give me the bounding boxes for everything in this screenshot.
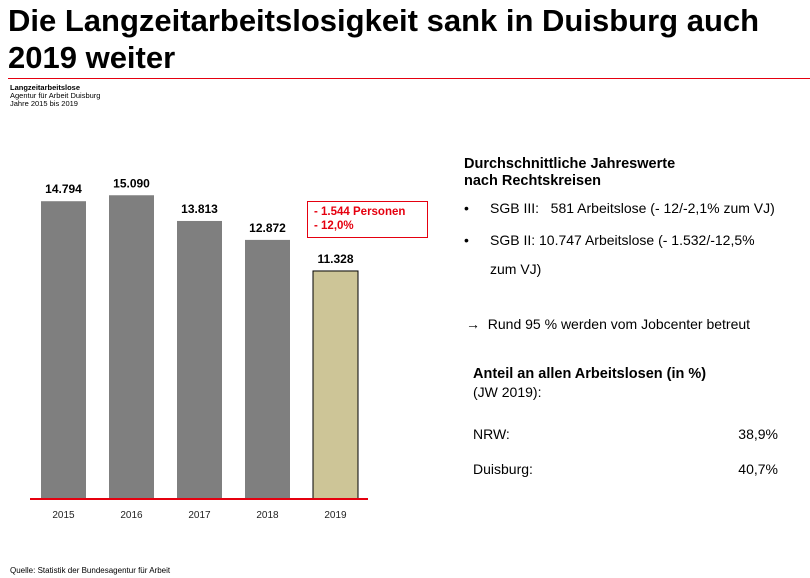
- bar-value-label-2019: 11.328: [317, 252, 353, 266]
- x-tick-label-2016: 2016: [120, 510, 143, 521]
- bullet-icon: •: [464, 200, 469, 216]
- share-subheading: (JW 2019):: [473, 384, 542, 400]
- bar-value-label-2017: 13.813: [181, 202, 218, 216]
- jobcenter-note: → Rund 95 % werden vom Jobcenter betreut: [466, 316, 751, 332]
- bar-value-label-2015: 14.794: [45, 182, 82, 196]
- bar-2018: [245, 239, 290, 499]
- bullet-sgb3-text: SGB III: 581 Arbeitslose (- 12/-2,1% zum…: [490, 200, 775, 216]
- change-percent: - 12,0%: [314, 220, 354, 232]
- x-tick-label-2015: 2015: [52, 510, 75, 521]
- change-callout: - 1.544 Personen - 12,0%: [307, 201, 428, 238]
- meta-period: Jahre 2015 bis 2019: [10, 99, 78, 108]
- change-persons: - 1.544 Personen: [314, 206, 406, 218]
- page-title: Die Langzeitarbeitslosigkeit sank in Dui…: [8, 3, 760, 75]
- bar-2019: [312, 270, 359, 500]
- chart-meta: Langzeitarbeitslose Agentur für Arbeit D…: [10, 84, 100, 108]
- share-heading: Anteil an allen Arbeitslosen (in %): [473, 366, 707, 382]
- bullet-sgb3: • SGB III: 581 Arbeitslose (- 12/-2,1% z…: [464, 200, 775, 217]
- bullet-sgb2: • SGB II: 10.747 Arbeitslose (- 1.532/-1…: [464, 232, 755, 249]
- share-row-value-duisburg: 40,7%: [738, 461, 778, 477]
- bullet-sgb2-text: SGB II: 10.747 Arbeitslose (- 1.532/-12,…: [490, 232, 755, 248]
- share-row-value-nrw: 38,9%: [738, 426, 778, 442]
- bullet-icon: •: [464, 232, 469, 248]
- share-row-label-duisburg: Duisburg:: [473, 461, 533, 477]
- bar-2015: [41, 201, 86, 499]
- meta-subject: Langzeitarbeitslose: [10, 83, 81, 92]
- bar-value-label-2016: 15.090: [113, 176, 150, 190]
- meta-agency: Agentur für Arbeit Duisburg: [10, 91, 101, 100]
- x-tick-label-2019: 2019: [324, 510, 347, 521]
- x-tick-label-2017: 2017: [188, 510, 211, 521]
- bar-2016: [109, 195, 154, 499]
- title-divider: [8, 78, 810, 79]
- source-note: Quelle: Statistik der Bundesagentur für …: [10, 566, 171, 575]
- section-heading: Durchschnittliche Jahreswerte nach Recht…: [464, 156, 676, 189]
- bar-2017: [177, 220, 222, 499]
- x-tick-label-2018: 2018: [256, 510, 279, 521]
- share-row-label-nrw: NRW:: [473, 426, 510, 442]
- bar-value-label-2018: 12.872: [249, 221, 286, 235]
- bullet-sgb2-continuation: zum VJ): [490, 261, 542, 277]
